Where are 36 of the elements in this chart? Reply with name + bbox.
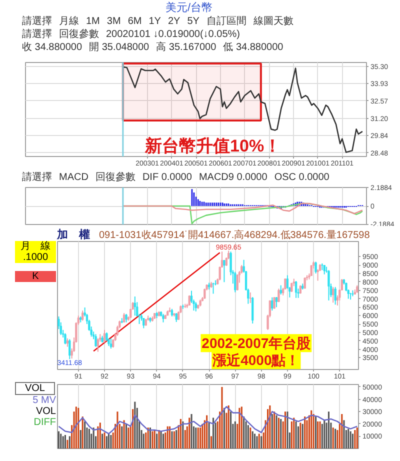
text: 1M — [86, 15, 100, 28]
text: DIFF — [32, 417, 56, 428]
annotation: 2002-2007年台股 — [202, 335, 312, 352]
text: 回復參數 — [59, 28, 99, 41]
text: 5Y — [187, 15, 200, 28]
text: 6M — [128, 15, 142, 28]
text: 高 35.167000 — [156, 41, 216, 54]
chart-title: 美元/台幣 — [164, 1, 214, 15]
text: 低 34.880000 — [223, 41, 284, 54]
text: 月線 — [59, 15, 79, 28]
text: 線圖天數 — [253, 15, 294, 28]
text: 1Y — [148, 15, 161, 28]
text: 月 線 — [15, 241, 56, 252]
text: 回復參數 — [95, 171, 136, 184]
text: 20020101 ↓0.019000(↓0.05%) — [106, 28, 240, 41]
text: K — [15, 271, 56, 282]
annotation: 漲近4000點！ — [212, 352, 300, 368]
text: OSC 0.0000 — [274, 171, 330, 184]
text: 3M — [106, 15, 121, 28]
chart-subtitle: 091-1031收457914˙開414667.高468294.低384576.量167598 — [99, 229, 370, 242]
chart-title: VOL — [15, 382, 55, 395]
text: 2Y — [168, 15, 180, 28]
text: 自訂區間 — [206, 15, 246, 28]
text: VOL — [34, 406, 56, 417]
text: DIF 0.0000 — [142, 171, 192, 184]
text: 開 35.048000 — [89, 41, 150, 54]
chart-title: 加 權 — [57, 229, 90, 242]
text: 請選擇 — [22, 171, 52, 184]
text: 5 MV — [32, 395, 56, 406]
text: MACD — [59, 171, 88, 184]
text: 請選擇 — [22, 15, 52, 28]
text: .1000 — [15, 252, 56, 263]
text: 收 34.880000 — [22, 41, 82, 54]
text: MACD9 0.0000 — [198, 171, 268, 184]
text: 請選擇 — [22, 28, 52, 41]
annotation: 新台幣升值10%！ — [144, 136, 282, 156]
